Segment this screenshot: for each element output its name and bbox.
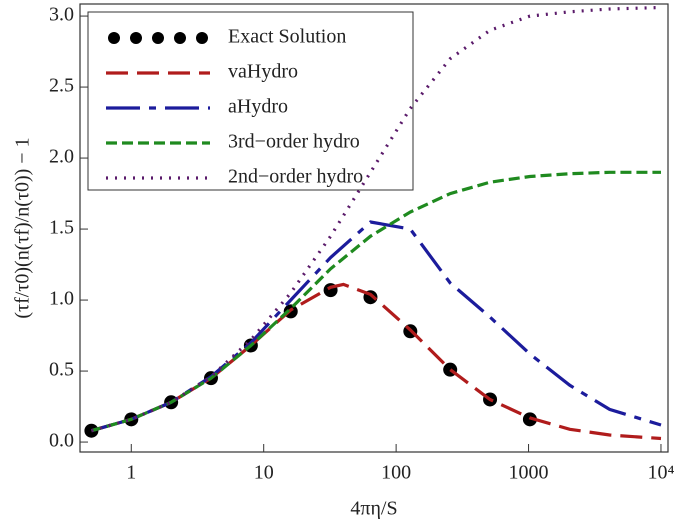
legend-label: vaHydro <box>228 61 298 83</box>
legend-marker <box>108 32 120 44</box>
x-tick-label: 100 <box>381 462 411 484</box>
legend-marker <box>130 32 142 44</box>
legend-marker <box>196 32 208 44</box>
legend-label: aHydro <box>228 96 288 118</box>
y-tick-label: 3.0 <box>49 4 74 26</box>
y-tick-label: 2.0 <box>49 146 74 168</box>
series-line <box>90 170 661 433</box>
y-tick-label: 0.0 <box>49 430 74 452</box>
y-tick-label: 0.5 <box>49 359 74 381</box>
y-tick-label: 1.0 <box>49 288 74 310</box>
y-tick-label: 1.5 <box>49 217 74 239</box>
plot-frame <box>79 3 669 453</box>
x-tick-label: 10⁴ <box>647 462 674 484</box>
legend-marker <box>152 32 164 44</box>
legend-label: 3rd−order hydro <box>228 131 360 153</box>
x-axis-label: 4πη/S <box>350 498 397 520</box>
legend-label: Exact Solution <box>228 26 346 48</box>
y-axis-label: (τf/τ0)(n(τf)/n(τ0)) − 1 <box>12 137 34 318</box>
plot-area <box>84 5 662 441</box>
series-line <box>90 5 662 433</box>
legend-marker <box>174 32 186 44</box>
x-tick-label: 10 <box>254 462 274 484</box>
series-line <box>90 282 662 441</box>
x-tick-label: 1 <box>126 462 136 484</box>
series-line <box>90 220 662 433</box>
legend-label: 2nd−order hydro <box>228 166 363 188</box>
y-tick-label: 2.5 <box>49 75 74 97</box>
legend: Exact Solution vaHydro aHydro 3rd−order hyd… <box>106 26 363 188</box>
legend-box <box>87 11 414 191</box>
x-tick-label: 1000 <box>509 462 549 484</box>
